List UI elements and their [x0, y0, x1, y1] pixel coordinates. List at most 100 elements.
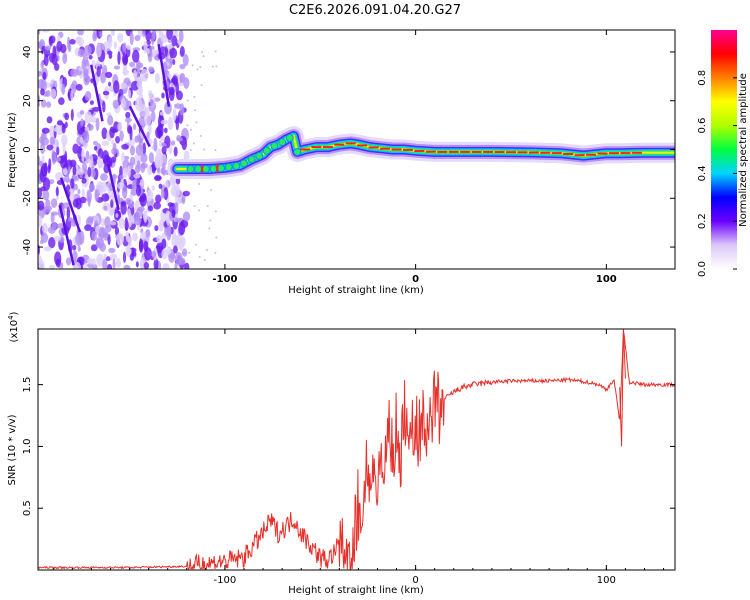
noise-streak [128, 105, 151, 148]
noise-blob [135, 261, 139, 268]
noise-blob [109, 253, 118, 261]
noise-blob [168, 73, 172, 80]
noise-speck [214, 149, 217, 152]
ridge-node [239, 159, 248, 168]
noise-blob [56, 146, 60, 156]
noise-blob [87, 166, 92, 178]
noise-blob [154, 97, 161, 102]
noise-blob [182, 53, 189, 67]
noise-blob [106, 263, 113, 269]
noise-speck [211, 65, 214, 68]
noise-blob [70, 108, 74, 121]
noise-blob [108, 247, 116, 254]
noise-blob [182, 211, 191, 222]
noise-blob [108, 86, 114, 92]
noise-blob [47, 164, 51, 174]
noise-blob [72, 198, 79, 208]
noise-speck [200, 84, 203, 87]
noise-blob [81, 188, 85, 199]
ridge-node [293, 147, 302, 156]
noise-speck [186, 124, 189, 127]
y-tick-label: 0.5 [22, 500, 33, 516]
noise-blob [155, 194, 162, 203]
noise-blob [151, 250, 157, 259]
noise-blob [150, 45, 155, 51]
noise-blob [153, 137, 158, 152]
noise-blob [88, 54, 93, 60]
noise-blob [117, 123, 123, 131]
colorbar: 0.0 0.2 0.4 0.6 0.8 Normalized spectral ampl… [697, 30, 749, 277]
noise-blob [179, 72, 186, 83]
noise-blob [142, 30, 146, 38]
noise-blob [46, 144, 54, 151]
noise-blob [49, 88, 57, 99]
spectrogram-xlabel: Height of straight line (km) [288, 285, 424, 296]
noise-blob [111, 139, 115, 146]
noise-blob [77, 36, 82, 42]
noise-blob [103, 253, 107, 260]
noise-blob [114, 226, 120, 236]
ridge-node [262, 146, 271, 155]
noise-blob [123, 155, 130, 160]
noise-blob [47, 226, 56, 234]
noise-blob [133, 173, 141, 179]
noise-blob [102, 90, 110, 96]
noise-blob [70, 90, 74, 101]
noise-blob [166, 224, 172, 238]
noise-blob [75, 232, 83, 247]
x-tick-label: 100 [597, 575, 616, 586]
noise-blob [84, 44, 92, 56]
noise-blob [51, 151, 57, 165]
noise-blob [175, 81, 179, 96]
noise-blob [38, 260, 45, 269]
noise-blob [134, 34, 141, 42]
y-tick-label: -40 [22, 239, 33, 255]
noise-speck [214, 251, 217, 254]
noise-blob [135, 59, 141, 73]
noise-blob [77, 30, 84, 36]
noise-blob [140, 231, 147, 241]
noise-blob [96, 65, 101, 78]
noise-blob [104, 205, 108, 211]
noise-blob [93, 140, 98, 146]
noise-blob [92, 32, 97, 42]
noise-blob [161, 142, 167, 148]
noise-blob [123, 167, 128, 178]
noise-blob [140, 256, 145, 269]
noise-blob [45, 90, 51, 97]
ridge-node [194, 165, 203, 174]
noise-blob [42, 30, 50, 33]
noise-blob [174, 217, 182, 223]
noise-blob [101, 140, 110, 147]
noise-blob [132, 232, 138, 242]
noise-blob [53, 235, 62, 242]
noise-speck [214, 50, 217, 53]
noise-blob [145, 229, 151, 238]
noise-blob [69, 190, 75, 204]
colorbar-tick-label: 0.4 [697, 165, 708, 181]
spectrogram-x-ticks: -100 0 100 [212, 30, 617, 285]
x-tick-label: 100 [596, 274, 617, 285]
noise-blob [155, 244, 160, 250]
noise-speck [199, 66, 202, 69]
noise-speck [198, 255, 201, 258]
noise-blob [150, 110, 156, 122]
noise-blob [172, 58, 176, 66]
noise-blob [160, 136, 166, 141]
noise-blob [134, 164, 141, 174]
noise-blob [125, 245, 131, 256]
noise-blob [70, 68, 79, 77]
ridge-node [285, 133, 294, 142]
noise-blob [166, 44, 173, 50]
noise-blob [161, 92, 165, 99]
noise-blob [125, 111, 131, 119]
colorbar-tick-label: 0.2 [697, 213, 708, 229]
noise-blob [119, 174, 124, 180]
noise-blob [161, 248, 169, 260]
noise-blob [77, 145, 83, 160]
noise-blob [179, 64, 186, 70]
colorbar-label: Normalized spectral amplitude [738, 73, 749, 227]
noise-blob [61, 83, 66, 95]
noise-blob [164, 101, 172, 115]
ridge-node [224, 163, 233, 172]
